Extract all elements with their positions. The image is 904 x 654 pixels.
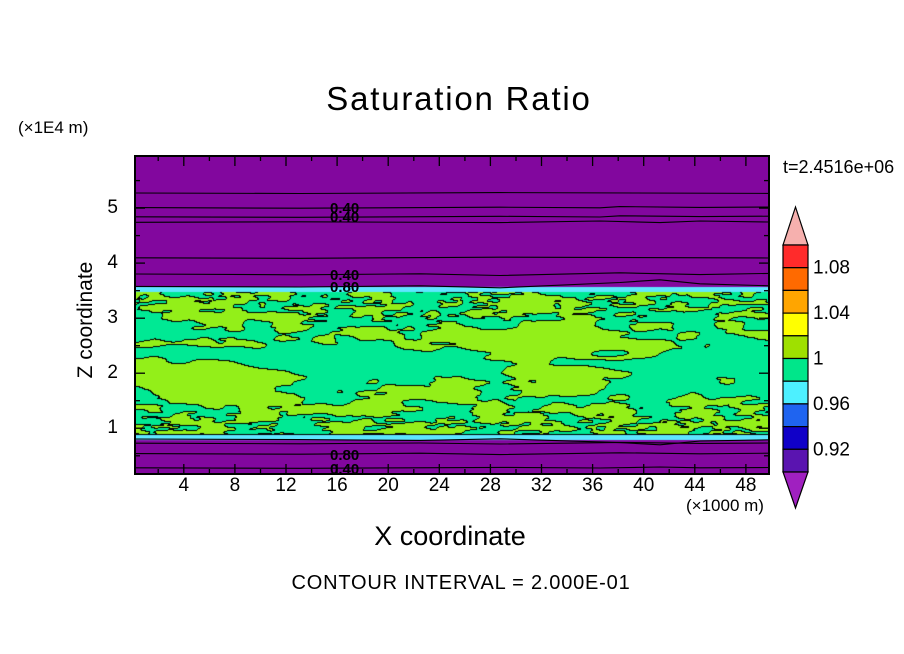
- svg-text:1: 1: [107, 417, 118, 438]
- svg-text:16: 16: [327, 475, 348, 496]
- svg-text:2: 2: [107, 362, 118, 383]
- svg-text:36: 36: [582, 475, 603, 496]
- svg-text:8: 8: [230, 475, 241, 496]
- svg-text:12: 12: [275, 475, 296, 496]
- svg-text:24: 24: [429, 475, 451, 496]
- svg-text:3: 3: [107, 307, 118, 328]
- svg-text:5: 5: [107, 197, 118, 218]
- svg-text:20: 20: [378, 475, 399, 496]
- svg-text:48: 48: [735, 475, 756, 496]
- svg-text:0.40: 0.40: [330, 209, 359, 226]
- svg-text:28: 28: [480, 475, 501, 496]
- svg-text:32: 32: [531, 475, 552, 496]
- svg-text:40: 40: [633, 475, 654, 496]
- svg-text:4: 4: [107, 252, 118, 273]
- svg-text:44: 44: [684, 475, 706, 496]
- svg-text:4: 4: [179, 475, 190, 496]
- svg-text:0.80: 0.80: [330, 279, 359, 296]
